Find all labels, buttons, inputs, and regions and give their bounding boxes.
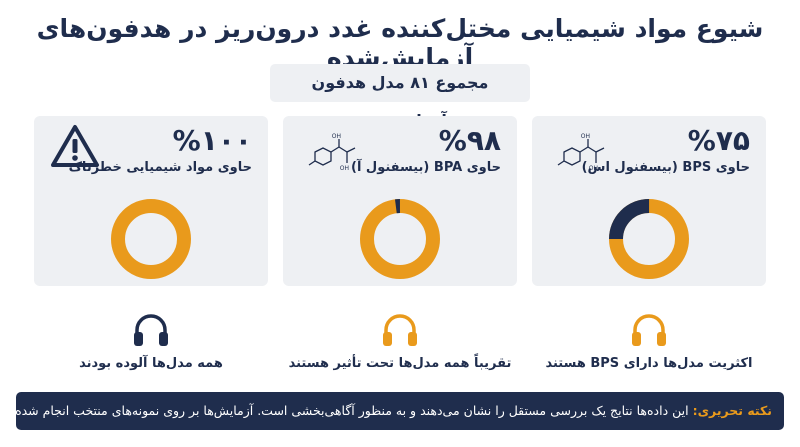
headphones-icon [632,314,666,346]
donut-slice-main [360,199,440,279]
oh-label: OH [589,165,598,172]
card-bps: %۷۵ حاوی BPS (بیسفنول اس) OH OH HO [532,116,766,286]
warning-triangle-icon [51,125,99,167]
editorial-note: نکته تحریری: این داده‌ها نتایج یک بررسی … [16,392,784,430]
oh-label: OH [332,133,341,140]
donut-chart-bpa [360,199,440,279]
caption-text: تقریباً همه مدل‌ها تحت تأثیر هستند [288,356,512,371]
card-hazardous: %۱۰۰ حاوی مواد شیمیایی خطرناک [34,116,268,286]
donut-slice-main [111,199,191,279]
total-models-badge: مجموع ۸۱ مدل هدفون آزمایش‌شده [270,64,530,130]
editorial-note-label: نکته تحریری: [692,403,772,418]
oh-label: OH [581,133,590,140]
caption-hazardous: همه مدل‌ها آلوده بودند [34,312,268,371]
donut-chart-hazardous [111,199,191,279]
editorial-note-text: این داده‌ها نتایج یک بررسی مستقل را نشان… [16,403,689,418]
caption-bps: اکثریت مدل‌ها دارای BPS هستند [532,312,766,371]
donut-slice-remainder [360,199,440,279]
donut-chart-bps [609,199,689,279]
card-bpa: %۹۸ حاوی BPA (بیسفنول آ) OH OH HO [283,116,517,286]
percent-label: %۷۵ [687,124,750,157]
percent-label: %۹۸ [438,124,501,157]
headphones-icon [134,314,168,346]
oh-label: OH [340,165,349,172]
donut-slice-remainder [609,199,689,279]
bps-molecule-icon: OH OH HO [550,133,605,173]
card-description: حاوی BPA (بیسفنول آ) [351,160,501,175]
caption-text: همه مدل‌ها آلوده بودند [79,356,223,371]
percent-label: %۱۰۰ [172,124,252,157]
page-title: شیوع مواد شیمیایی مختل‌کننده غدد درون‌ری… [36,14,764,72]
card-description: حاوی مواد شیمیایی خطرناک [68,160,252,175]
caption-text: اکثریت مدل‌ها دارای BPS هستند [545,356,753,371]
headphones-icon [383,314,417,346]
bpa-molecule-icon: OH OH HO [301,133,356,173]
caption-bpa: تقریباً همه مدل‌ها تحت تأثیر هستند [283,312,517,371]
card-description: حاوی BPS (بیسفنول اس) [581,160,750,175]
